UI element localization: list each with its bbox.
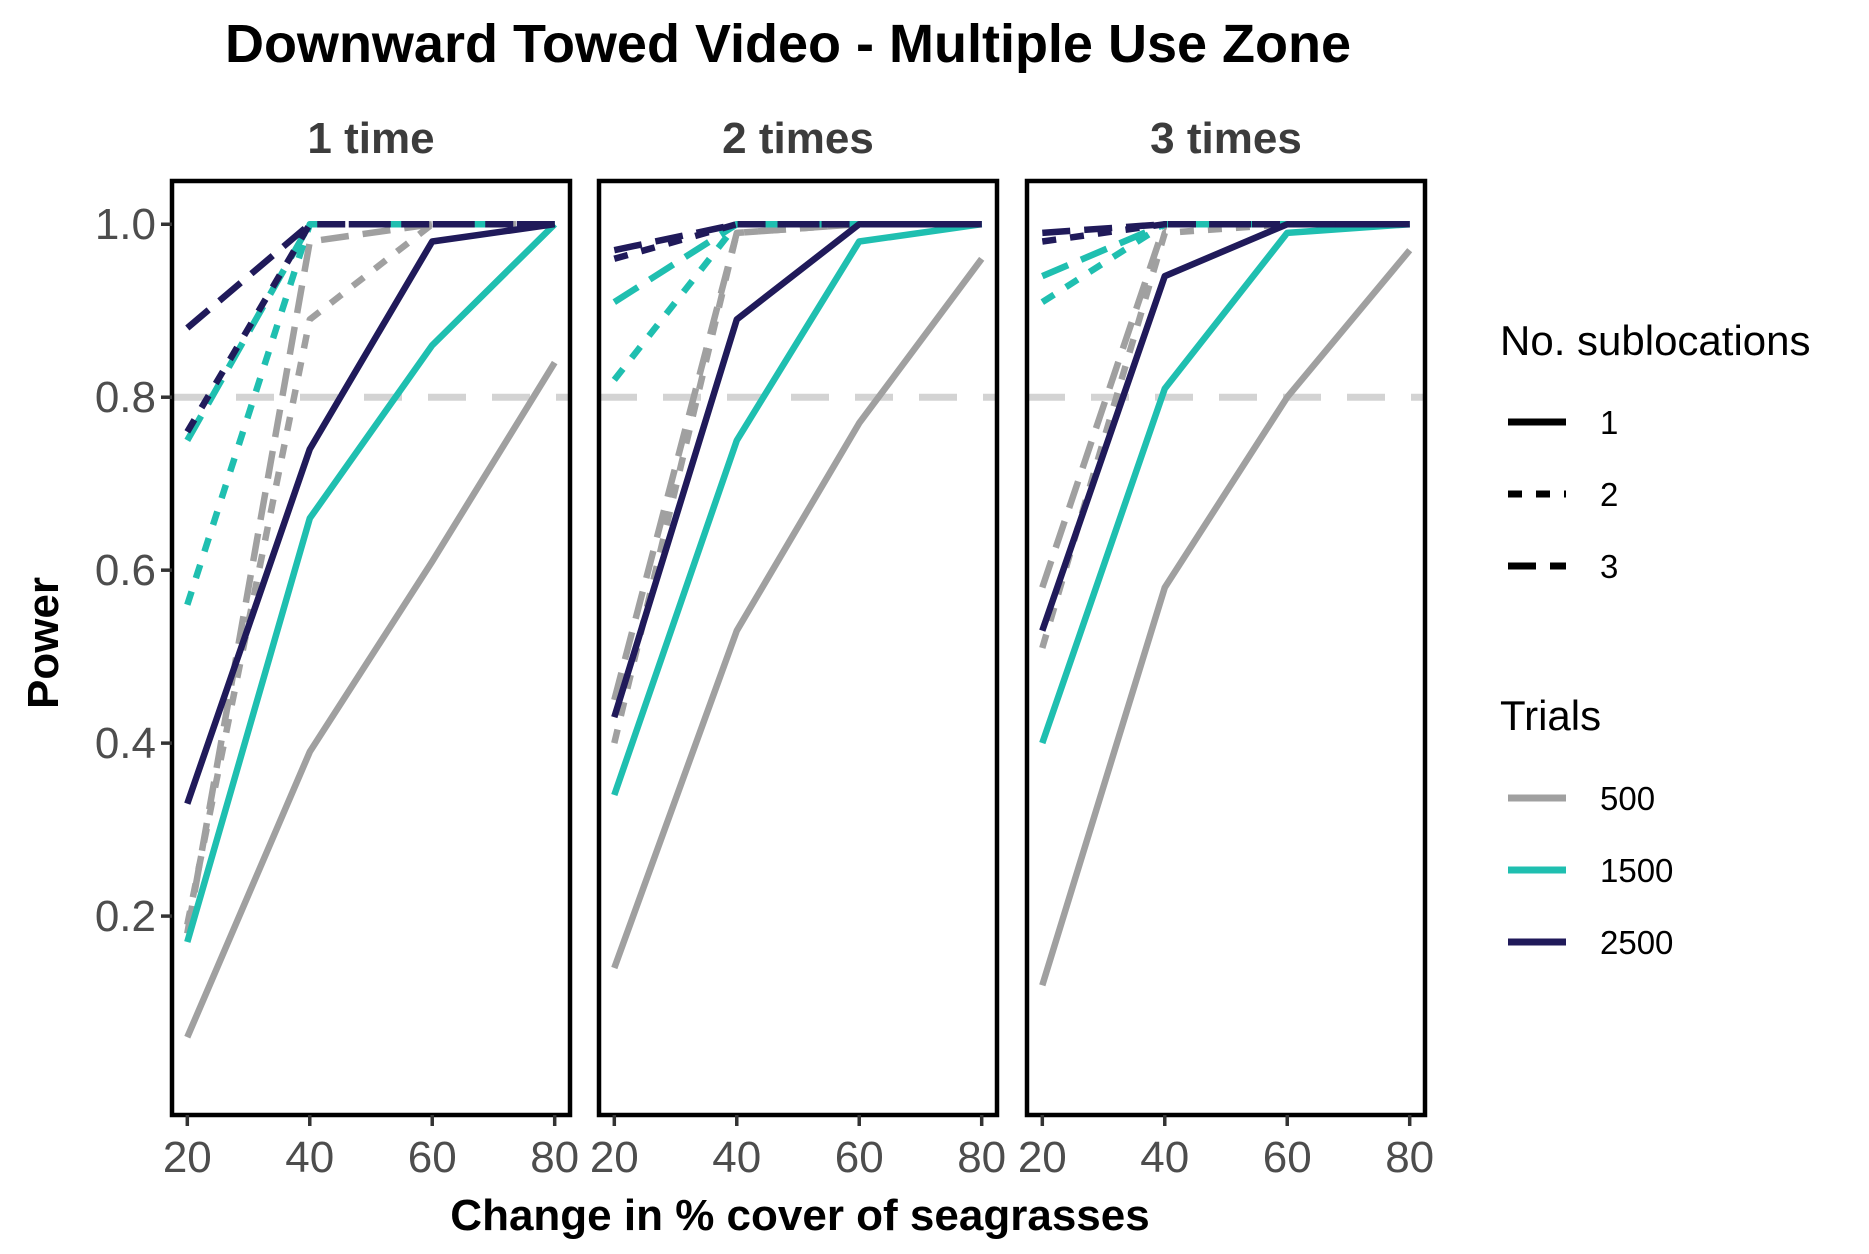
series-line-1500-trials-2-sublocations — [611, 220, 982, 382]
series-line-1500-trials-2-sublocations — [1040, 220, 1410, 305]
panel-border — [169, 178, 573, 1118]
series-line-500-trials-2-sublocations — [184, 220, 555, 926]
x-tick-label: 60 — [1263, 1133, 1312, 1182]
x-tick-label: 60 — [408, 1133, 457, 1182]
series-line-1500-trials-1-sublocations — [611, 220, 983, 797]
facet-panels: 1 time 20 40 60 80 0.2 0.4 0.6 0.8 1.0 2 times 20 40… — [95, 114, 1434, 1182]
facet-strip-label: 3 times — [1150, 114, 1302, 163]
y-tick-label: 0.6 — [95, 546, 156, 595]
facet-strip-label: 1 time — [307, 114, 434, 163]
panel-2: 2 times 20 40 60 80 — [590, 114, 1006, 1182]
x-tick-label: 20 — [163, 1133, 212, 1182]
legend-label-sublocations: 2 — [1600, 476, 1618, 513]
x-tick-label: 60 — [835, 1133, 884, 1182]
x-tick-label: 80 — [530, 1133, 579, 1182]
panel-1: 1 time 20 40 60 80 0.2 0.4 0.6 0.8 1.0 — [95, 114, 579, 1182]
x-tick-label: 20 — [590, 1133, 639, 1182]
series-line-2500-trials-3-sublocations — [613, 220, 982, 254]
x-tick-label: 40 — [285, 1133, 334, 1182]
x-tick-label: 20 — [1018, 1133, 1067, 1182]
x-tick-label: 40 — [1140, 1133, 1189, 1182]
series-line-500-trials-1-sublocations — [1039, 248, 1413, 987]
legend-label-trials: 2500 — [1600, 924, 1673, 961]
series-line-500-trials-3-sublocations — [184, 220, 555, 934]
series-line-500-trials-1-sublocations — [184, 360, 558, 1039]
y-tick-label: 0.8 — [95, 373, 156, 422]
y-tick-label: 0.4 — [95, 719, 156, 768]
series-line-2500-trials-1-sublocations — [184, 220, 556, 805]
x-axis-title: Change in % cover of seagrasses — [450, 1191, 1149, 1240]
y-axis-title: Power — [19, 577, 68, 709]
legend-label-trials: 1500 — [1600, 852, 1673, 889]
legend-label-sublocations: 1 — [1600, 404, 1618, 441]
panel-3: 3 times 20 40 60 80 — [1018, 114, 1434, 1182]
facet-strip-label: 2 times — [722, 114, 874, 163]
series-line-2500-trials-2-sublocations — [1041, 220, 1410, 245]
legend-label-trials: 500 — [1600, 780, 1655, 817]
series-line-1500-trials-1-sublocations — [184, 221, 557, 943]
x-tick-label: 40 — [712, 1133, 761, 1182]
series-line-2500-trials-3-sublocations — [185, 220, 555, 331]
series-line-500-trials-1-sublocations — [611, 256, 985, 970]
x-tick-label: 80 — [957, 1133, 1006, 1182]
series-line-500-trials-3-sublocations — [1039, 220, 1410, 589]
chart-title: Downward Towed Video - Multiple Use Zone — [225, 14, 1351, 74]
legend-title-trials: Trials — [1500, 692, 1601, 739]
series-line-2500-trials-3-sublocations — [1042, 220, 1410, 237]
legend-title-sublocations: No. sublocations — [1500, 317, 1811, 364]
legend: No. sublocations Trials 1 2 3 500 1500 2500 — [1500, 317, 1811, 961]
series-line-1500-trials-1-sublocations — [1039, 220, 1410, 745]
x-tick-label: 80 — [1385, 1133, 1434, 1182]
legend-label-sublocations: 3 — [1600, 548, 1618, 585]
panel-border — [1024, 178, 1428, 1118]
panel-border — [596, 178, 1000, 1118]
y-tick-label: 1.0 — [95, 200, 156, 249]
y-tick-label: 0.2 — [95, 892, 156, 941]
